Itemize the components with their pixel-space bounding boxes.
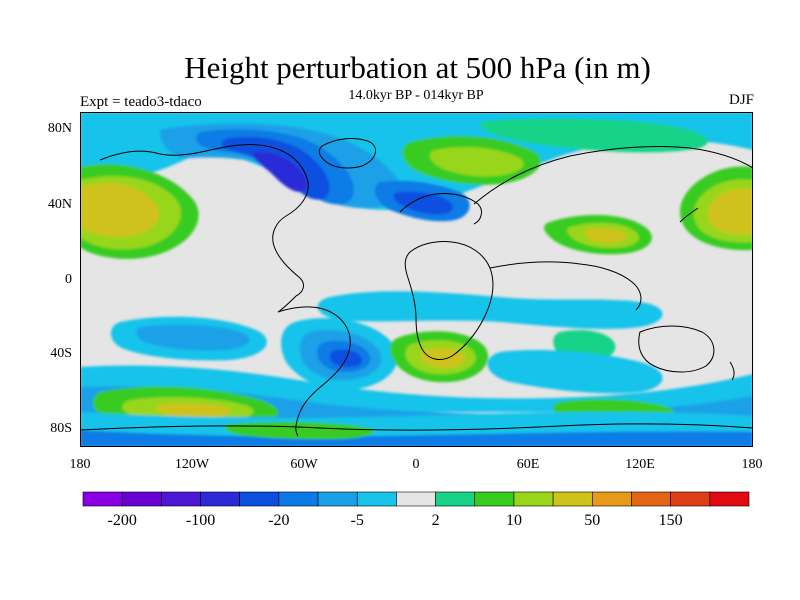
map-svg <box>79 112 754 447</box>
coast-nz <box>729 361 735 381</box>
coastlines <box>79 138 754 437</box>
contour-fields <box>80 112 753 447</box>
map-frame <box>80 112 753 447</box>
colorbar-swatch <box>161 491 201 507</box>
chart-title: Height perturbation at 500 hPa (in m) <box>184 50 651 85</box>
season-label: DJF <box>728 92 754 108</box>
colorbar-swatch <box>121 491 162 507</box>
colorbar-swatch <box>239 491 280 507</box>
map-panel <box>79 112 754 447</box>
x-tick-120e: 120E <box>625 457 655 472</box>
colorbar-swatch <box>317 491 358 507</box>
contour-polar-north-band <box>480 118 708 153</box>
colorbar-label: -20 <box>268 512 289 529</box>
coast-australia <box>638 325 715 373</box>
contour-north-deeper <box>252 151 308 192</box>
contour-south-ind-yellow <box>420 348 466 368</box>
experiment-label: Expt = teado3-tdaco <box>80 94 202 110</box>
colorbar-label: 150 <box>659 512 683 529</box>
colorbar-label: -200 <box>108 512 137 529</box>
colorbar-swatch <box>474 491 515 507</box>
coast-central-america <box>277 295 297 313</box>
coast-europe <box>399 193 482 225</box>
contour-east-pac-lime <box>689 176 753 243</box>
coast-eurasia <box>473 145 754 205</box>
x-tick-120w: 120W <box>174 457 210 472</box>
y-tick-80n: 80N <box>47 121 72 136</box>
y-tick-80s: 80S <box>50 421 72 436</box>
colorbar-label: 2 <box>432 512 440 529</box>
coast-greenland <box>318 138 377 169</box>
colorbar-swatch <box>396 491 436 507</box>
chart-subtitle: 14.0kyr BP - 014kyr BP <box>348 88 484 103</box>
coast-asia-south <box>489 261 642 311</box>
coast-antarctica <box>79 423 754 431</box>
x-tick-0: 0 <box>412 457 420 472</box>
colorbar-label: -100 <box>186 512 215 529</box>
colorbar-swatch <box>513 491 554 507</box>
colorbar-swatch <box>435 491 476 507</box>
y-tick-40n: 40N <box>47 197 72 212</box>
colorbar-label: 50 <box>584 512 600 529</box>
coast-africa <box>404 241 494 360</box>
contour-west-pac-green <box>80 164 199 259</box>
contour-tropics-cyan <box>317 291 663 329</box>
x-tick-60w: 60W <box>290 457 318 472</box>
contour-se-pac-cyan <box>487 350 663 394</box>
contour-asia-yellow <box>585 228 628 243</box>
colorbar-label: -5 <box>351 512 364 529</box>
colorbar-label: 10 <box>506 512 522 529</box>
x-tick-180-left: 180 <box>69 457 91 472</box>
colorbar-swatch <box>200 491 241 507</box>
contour-siberia-lime <box>429 147 524 177</box>
contour-south-pac-blue <box>136 324 250 351</box>
contour-antarctic-yellow <box>156 403 231 418</box>
colorbar: -200 -100 -20 -5 2 10 50 150 <box>82 491 750 529</box>
y-tick-0: 0 <box>65 272 72 287</box>
colorbar-swatch <box>631 491 671 507</box>
colorbar-swatch <box>356 491 397 507</box>
x-tick-60e: 60E <box>516 457 540 472</box>
colorbar-swatch <box>709 491 750 507</box>
coast-north-america <box>99 144 309 297</box>
colorbar-swatch <box>278 491 319 507</box>
colorbar-swatch <box>82 491 123 507</box>
contour-east-pac-green <box>680 166 753 251</box>
contour-west-pac-lime <box>80 170 184 252</box>
coast-south-america <box>277 306 351 437</box>
colorbar-swatch <box>552 491 593 507</box>
colorbar-swatch <box>670 491 711 507</box>
colorbar-swatch <box>591 491 632 507</box>
y-tick-40s: 40S <box>50 346 72 361</box>
contour-atlantic-deep <box>393 191 453 215</box>
coast-japan <box>679 207 699 223</box>
x-tick-180-right: 180 <box>741 457 763 472</box>
